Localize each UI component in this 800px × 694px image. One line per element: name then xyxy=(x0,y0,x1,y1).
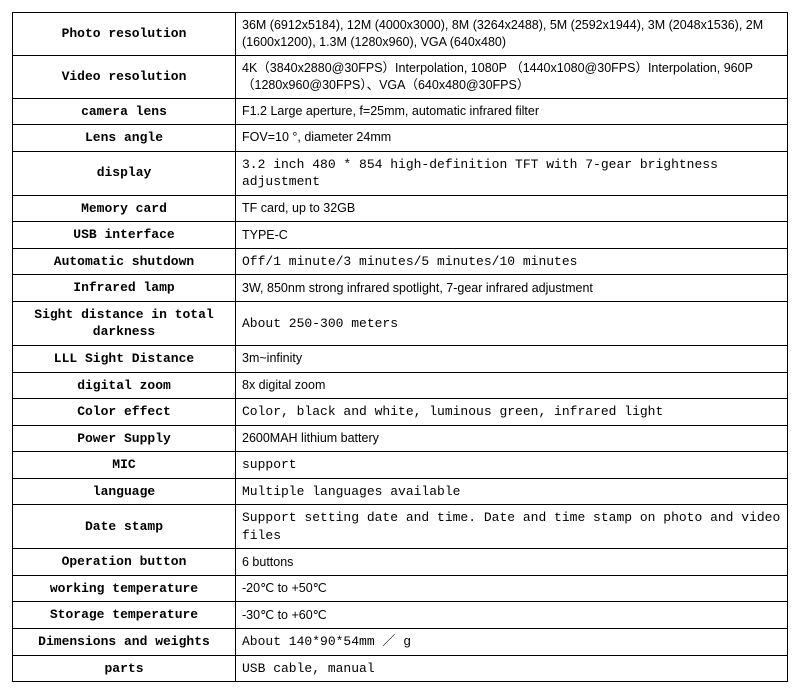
table-row: Infrared lamp3W, 850nm strong infrared s… xyxy=(13,275,788,302)
table-row: Sight distance in total darknessAbout 25… xyxy=(13,301,788,345)
spec-value: 3m~infinity xyxy=(236,345,788,372)
spec-value: TYPE-C xyxy=(236,222,788,249)
spec-value: -30℃ to +60℃ xyxy=(236,602,788,629)
table-row: Date stampSupport setting date and time.… xyxy=(13,505,788,549)
spec-label: parts xyxy=(13,655,236,682)
table-row: LLL Sight Distance3m~infinity xyxy=(13,345,788,372)
spec-value: 3.2 inch 480 * 854 high-definition TFT w… xyxy=(236,151,788,195)
spec-label: MIC xyxy=(13,452,236,479)
spec-label: display xyxy=(13,151,236,195)
spec-value: Color, black and white, luminous green, … xyxy=(236,399,788,426)
table-row: languageMultiple languages available xyxy=(13,478,788,505)
spec-table-body: Photo resolution36M (6912x5184), 12M (40… xyxy=(13,13,788,682)
spec-value: 8x digital zoom xyxy=(236,372,788,399)
table-row: Photo resolution36M (6912x5184), 12M (40… xyxy=(13,13,788,56)
table-row: Operation button6 buttons xyxy=(13,549,788,576)
table-row: Automatic shutdownOff/1 minute/3 minutes… xyxy=(13,248,788,275)
spec-value: 4K（3840x2880@30FPS）Interpolation, 1080P … xyxy=(236,55,788,98)
spec-label: camera lens xyxy=(13,98,236,125)
spec-label: Storage temperature xyxy=(13,602,236,629)
spec-value: 6 buttons xyxy=(236,549,788,576)
spec-value: FOV=10 °, diameter 24mm xyxy=(236,125,788,152)
spec-label: Sight distance in total darkness xyxy=(13,301,236,345)
table-row: partsUSB cable, manual xyxy=(13,655,788,682)
spec-label: Lens angle xyxy=(13,125,236,152)
spec-value: About 140*90*54mm ／ g xyxy=(236,628,788,655)
spec-value: 36M (6912x5184), 12M (4000x3000), 8M (32… xyxy=(236,13,788,56)
table-row: Power Supply2600MAH lithium battery xyxy=(13,425,788,452)
spec-label: Color effect xyxy=(13,399,236,426)
table-row: display3.2 inch 480 * 854 high-definitio… xyxy=(13,151,788,195)
spec-label: USB interface xyxy=(13,222,236,249)
spec-value: support xyxy=(236,452,788,479)
table-row: Lens angleFOV=10 °, diameter 24mm xyxy=(13,125,788,152)
spec-label: Video resolution xyxy=(13,55,236,98)
spec-label: Date stamp xyxy=(13,505,236,549)
table-row: Memory cardTF card, up to 32GB xyxy=(13,195,788,222)
spec-label: language xyxy=(13,478,236,505)
spec-label: Memory card xyxy=(13,195,236,222)
spec-value: Support setting date and time. Date and … xyxy=(236,505,788,549)
spec-label: working temperature xyxy=(13,575,236,602)
spec-value: Off/1 minute/3 minutes/5 minutes/10 minu… xyxy=(236,248,788,275)
table-row: USB interfaceTYPE-C xyxy=(13,222,788,249)
spec-label: Dimensions and weights xyxy=(13,628,236,655)
spec-label: Power Supply xyxy=(13,425,236,452)
table-row: Storage temperature-30℃ to +60℃ xyxy=(13,602,788,629)
spec-label: Operation button xyxy=(13,549,236,576)
spec-value: Multiple languages available xyxy=(236,478,788,505)
table-row: Video resolution4K（3840x2880@30FPS）Inter… xyxy=(13,55,788,98)
spec-label: digital zoom xyxy=(13,372,236,399)
spec-value: USB cable, manual xyxy=(236,655,788,682)
spec-value: 3W, 850nm strong infrared spotlight, 7-g… xyxy=(236,275,788,302)
spec-label: LLL Sight Distance xyxy=(13,345,236,372)
table-row: working temperature-20℃ to +50℃ xyxy=(13,575,788,602)
spec-value: -20℃ to +50℃ xyxy=(236,575,788,602)
spec-table: Photo resolution36M (6912x5184), 12M (40… xyxy=(12,12,788,682)
spec-label: Photo resolution xyxy=(13,13,236,56)
table-row: Dimensions and weightsAbout 140*90*54mm … xyxy=(13,628,788,655)
spec-value: 2600MAH lithium battery xyxy=(236,425,788,452)
spec-label: Automatic shutdown xyxy=(13,248,236,275)
spec-value: About 250-300 meters xyxy=(236,301,788,345)
table-row: MICsupport xyxy=(13,452,788,479)
table-row: Color effectColor, black and white, lumi… xyxy=(13,399,788,426)
table-row: digital zoom8x digital zoom xyxy=(13,372,788,399)
spec-value: TF card, up to 32GB xyxy=(236,195,788,222)
spec-value: F1.2 Large aperture, f=25mm, automatic i… xyxy=(236,98,788,125)
spec-label: Infrared lamp xyxy=(13,275,236,302)
table-row: camera lensF1.2 Large aperture, f=25mm, … xyxy=(13,98,788,125)
